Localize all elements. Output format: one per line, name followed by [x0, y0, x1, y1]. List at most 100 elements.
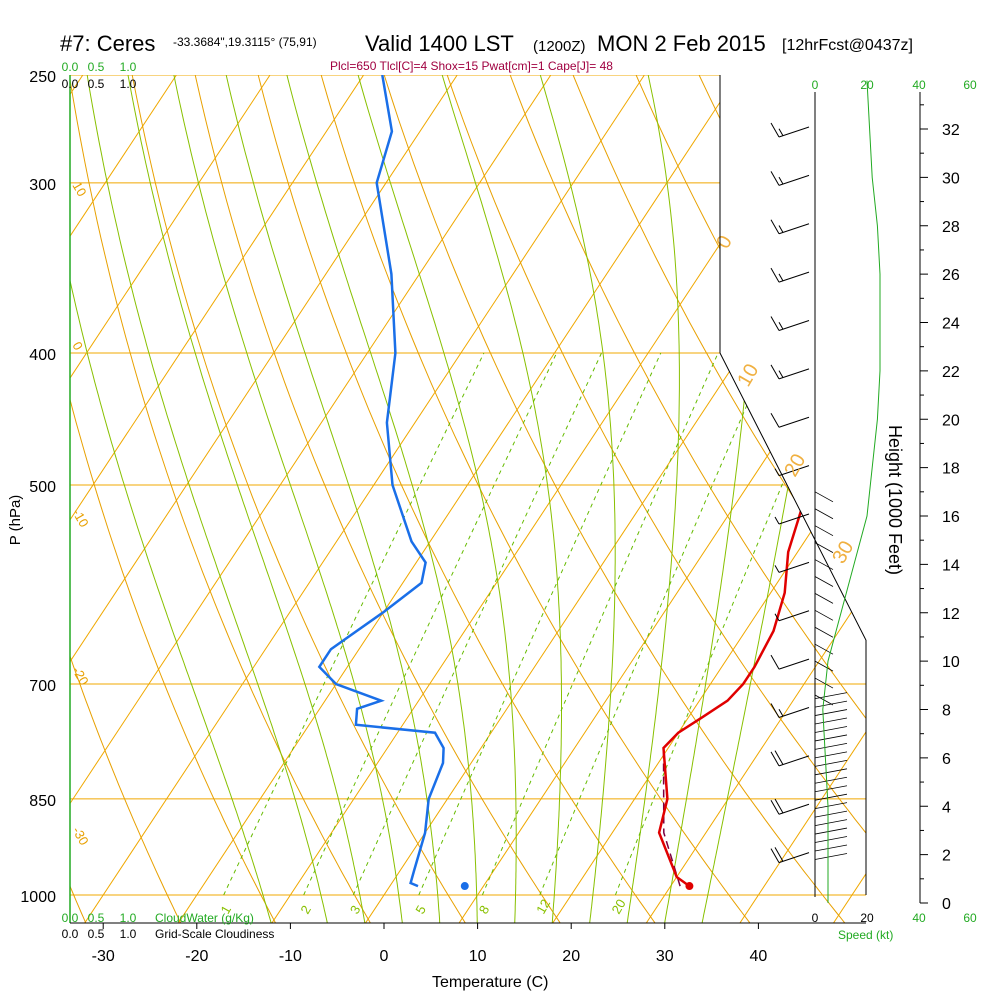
wind-barb: [770, 122, 810, 138]
speed-tick-bottom: 20: [860, 911, 874, 925]
isotherm-line: [83, 75, 661, 923]
mid-wind-barb: [814, 576, 834, 587]
mid-wind-barb: [814, 491, 834, 503]
mid-wind-barb: [814, 542, 834, 553]
isotherm-label: 10: [69, 179, 89, 199]
forecast-info: [12hrFcst@0437z]: [782, 37, 913, 54]
cloudiness-label: Grid-Scale Cloudiness: [155, 927, 274, 941]
temp-tick-label: 40: [750, 948, 768, 965]
dry-adiabat: [314, 75, 751, 923]
height-tick-label: 8: [942, 703, 951, 720]
dewpoint-profile: [317, 75, 445, 888]
mid-wind-barb: [814, 525, 834, 537]
isotherm-label: 10: [733, 360, 763, 390]
dry-adiabat: [189, 75, 562, 923]
low-wind-barb: [814, 802, 848, 810]
surface-temperature: [685, 882, 694, 891]
cloud-scale-top-black: 0.5: [88, 77, 105, 91]
low-wind-barb: [814, 743, 848, 750]
moist-adiabat: [350, 75, 517, 923]
dry-adiabat: [70, 75, 277, 923]
temp-tick-label: 20: [562, 948, 580, 965]
temp-tick-label: -30: [92, 948, 115, 965]
mid-wind-barb: [814, 559, 834, 570]
height-tick-label: 0: [942, 896, 951, 913]
cloud-scale-bottom-green: 1.0: [120, 911, 137, 925]
moist-adiabat: [70, 75, 272, 923]
dry-adiabat: [70, 75, 182, 923]
low-wind-barb: [814, 726, 848, 733]
mixing-ratio-label: 2: [297, 903, 314, 917]
low-wind-barb: [814, 810, 848, 818]
isotherm-label: -30: [69, 824, 91, 848]
mixing-ratio-label: 20: [609, 896, 629, 916]
height-tick-label: 18: [942, 461, 960, 478]
low-wind-barb: [814, 734, 848, 742]
pressure-tick-400: 400: [29, 347, 56, 364]
mixing-ratio-line: [614, 352, 838, 896]
pressure-tick-700: 700: [29, 678, 56, 695]
height-tick-label: 6: [942, 751, 951, 768]
temp-tick-label: 30: [656, 948, 674, 965]
height-axis-label: Height (1000 Feet): [885, 425, 905, 575]
speed-tick-bottom: 60: [963, 911, 977, 925]
temp-tick-label: 0: [380, 948, 389, 965]
dry-adiabat: [127, 75, 467, 923]
mixing-ratio-line: [418, 352, 662, 896]
wind-barb: [774, 561, 810, 573]
moist-adiabat: [82, 75, 328, 923]
mid-wind-barb: [814, 660, 834, 672]
cloud-scale-bottom-black: 0.0: [62, 927, 79, 941]
cloud-scale-bottom-green: 0.0: [62, 911, 79, 925]
speed-tick-bottom: 40: [912, 911, 926, 925]
zulu-time: (1200Z): [533, 38, 586, 55]
dry-adiabat: [500, 75, 866, 923]
low-wind-barb: [814, 751, 848, 759]
wind-speed-line: [822, 80, 881, 903]
parcel-params: Plcl=650 Tlcl[C]=4 Shox=15 Pwat[cm]=1 Ca…: [330, 59, 613, 73]
mid-wind-barb: [814, 508, 834, 520]
wind-barb: [770, 267, 810, 283]
wind-barb: [770, 316, 810, 331]
dry-adiabat: [438, 75, 866, 923]
height-tick-label: 22: [942, 364, 960, 381]
wind-barb: [774, 465, 810, 477]
wind-barb: [770, 364, 810, 380]
moist-adiabat: [664, 75, 758, 923]
mixing-ratio-line: [223, 352, 485, 896]
moist-adiabat: [123, 75, 366, 923]
height-tick-label: 12: [942, 606, 960, 623]
isotherm-line: [832, 75, 866, 923]
isotherm-line: [70, 75, 474, 923]
forecast-date: MON 2 Feb 2015: [597, 31, 766, 56]
cloud-water-label: CloudWater (g/Kg): [155, 911, 254, 925]
speed-tick-top: 0: [812, 78, 819, 92]
height-tick-label: 30: [942, 170, 960, 187]
cloud-scale-bottom-black: 0.5: [88, 927, 105, 941]
low-wind-barb: [814, 827, 848, 835]
height-tick-label: 10: [942, 654, 960, 671]
mixing-ratio-label: 12: [533, 896, 553, 916]
height-tick-label: 26: [942, 267, 960, 284]
wind-barb: [770, 219, 810, 235]
low-wind-barb: [814, 785, 848, 793]
wind-barb: [770, 798, 810, 815]
isotherm-line: [645, 75, 866, 923]
low-wind-barb: [814, 853, 848, 860]
isotherm-line: [177, 75, 755, 923]
isotherm-line: [458, 75, 866, 923]
station-title: #7: Ceres: [60, 31, 155, 56]
isotherm-line: [927, 51, 1000, 924]
dry-adiabat: [812, 75, 866, 923]
isotherm-line: [70, 75, 193, 923]
low-wind-barb: [814, 836, 848, 843]
isotherm-label: 0: [69, 339, 86, 353]
parcel-path: [662, 747, 681, 887]
isotherm-line: [70, 75, 380, 923]
low-wind-barb: [814, 768, 848, 776]
temp-tick-label: -20: [185, 948, 208, 965]
valid-time: Valid 1400 LST: [365, 31, 514, 56]
height-tick-label: 4: [942, 799, 951, 816]
mixing-ratio-label: 3: [347, 903, 364, 917]
height-tick-label: 16: [942, 509, 960, 526]
